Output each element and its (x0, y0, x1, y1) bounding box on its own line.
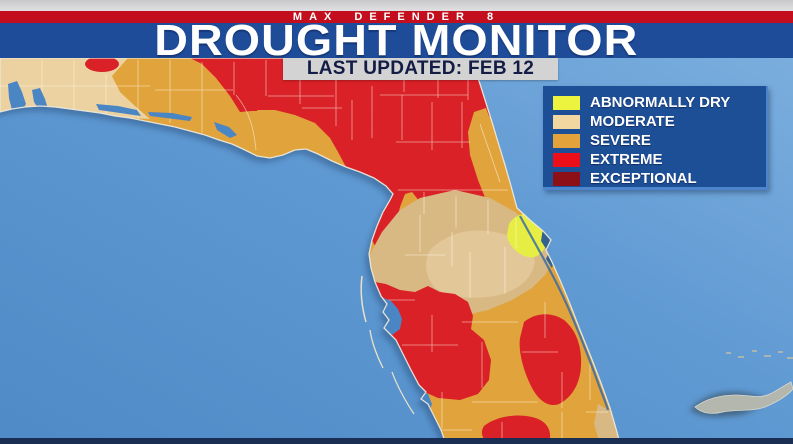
legend-item-severe: SEVERE (553, 132, 766, 150)
bottom-bar (0, 438, 793, 444)
abnormally-dry-swatch (553, 96, 580, 110)
legend-label: MODERATE (590, 113, 675, 130)
legend-item-moderate: MODERATE (553, 113, 766, 131)
legend-item-exceptional: EXCEPTIONAL (553, 170, 766, 188)
drought-region-extreme-south (481, 415, 551, 444)
last-updated-banner: LAST UPDATED: FEB 12 (283, 58, 558, 80)
florida-land-group (0, 58, 620, 444)
indian-river-lagoon (519, 215, 610, 411)
extreme-swatch (553, 153, 580, 167)
legend-item-extreme: EXTREME (553, 151, 766, 169)
legend-label: EXTREME (590, 151, 663, 168)
legend-label: ABNORMALLY DRY (590, 94, 731, 111)
page-title: DROUGHT MONITOR (154, 16, 639, 65)
last-updated-text: LAST UPDATED: FEB 12 (306, 58, 535, 79)
bahama-cays (726, 350, 793, 359)
drought-region-severe-apalachicola (238, 110, 338, 160)
moderate-swatch (553, 115, 580, 129)
drought-region-extreme-tampa-southwest (375, 282, 491, 400)
drought-region-moderate-southeast (594, 404, 620, 444)
brand-bar: MAX DEFENDER 8 (0, 11, 793, 23)
severe-swatch (553, 134, 580, 148)
title-bar: DROUGHT MONITOR (0, 16, 793, 65)
drought-region-severe-east-coast (468, 108, 517, 218)
legend-label: SEVERE (590, 132, 651, 149)
drought-region-moderate-central-light (426, 230, 535, 298)
exceptional-swatch (553, 172, 580, 186)
drought-region-extreme-alabama-blob (85, 58, 119, 72)
bahama-island (694, 381, 793, 414)
legend-label: EXCEPTIONAL (590, 170, 697, 187)
top-gray-strip (0, 0, 793, 11)
brand-text: MAX DEFENDER 8 (292, 11, 501, 23)
drought-legend: ABNORMALLY DRY MODERATE SEVERE EXTREME E… (543, 86, 768, 190)
legend-item-abnormally-dry: ABNORMALLY DRY (553, 94, 766, 112)
gulf-barrier-islands (360, 275, 415, 415)
drought-region-extreme-east-central (519, 314, 582, 406)
